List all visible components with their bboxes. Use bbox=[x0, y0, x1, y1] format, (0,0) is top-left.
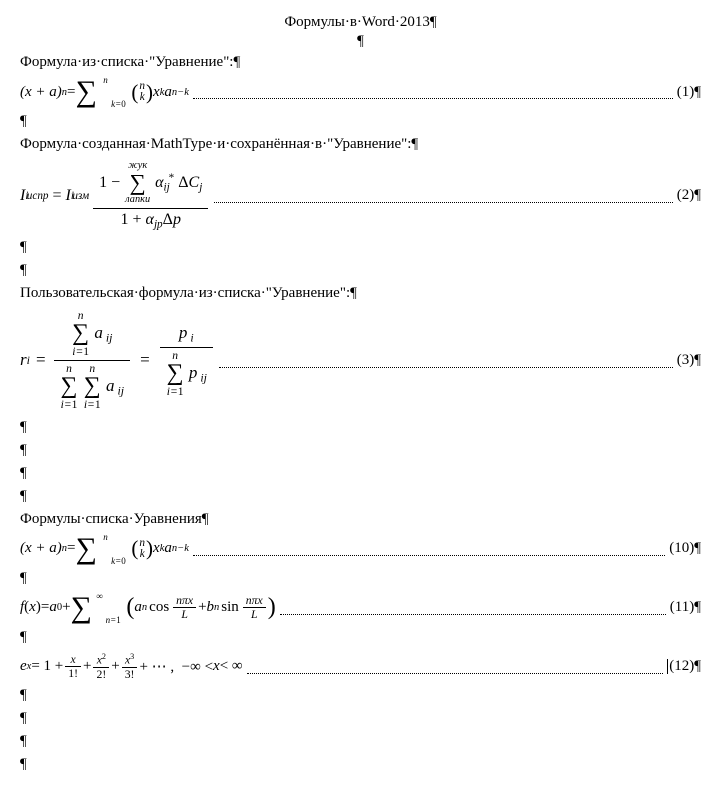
heading-eq-from-list: Формула·из·списка·"Уравнение":¶ bbox=[20, 52, 701, 73]
equation-3: r i = n ∑ i=1 a ij n ∑ i=1 n ∑ bbox=[20, 308, 215, 413]
equation-3-row: r i = n ∑ i=1 a ij n ∑ i=1 n ∑ bbox=[20, 308, 701, 413]
blank-para: ¶ bbox=[20, 260, 701, 281]
blank-para: ¶ bbox=[20, 111, 701, 132]
blank-para: ¶ bbox=[20, 627, 701, 648]
equation-10-row: (x + a)n = ∑ n k=0 ( nk ) xkan−k (10)¶ bbox=[20, 534, 701, 564]
equation-2-number: (2)¶ bbox=[677, 187, 701, 204]
equation-2: Iiиспр = Iiизм 1 − жук ∑ лапки αij* ΔCj … bbox=[20, 159, 210, 233]
equation-12-row: ex = 1 + x1! + x22! + x33! + ⋯ , −∞ < x … bbox=[20, 652, 701, 681]
blank-para: ¶ bbox=[20, 463, 701, 484]
tab-leader bbox=[247, 659, 664, 674]
blank-para: ¶ bbox=[20, 440, 701, 461]
heading-mathtype: Формула·созданная·MathType·и·сохранённая… bbox=[20, 134, 701, 155]
heading-formulas-list: Формулы·списка·Уравнения¶ bbox=[20, 509, 701, 530]
equation-10: (x + a)n = ∑ n k=0 ( nk ) xkan−k bbox=[20, 534, 189, 564]
blank-para: ¶ bbox=[20, 417, 701, 438]
doc-title: Формулы·в·Word·2013¶ bbox=[20, 14, 701, 31]
tab-leader bbox=[219, 353, 673, 368]
equation-3-number: (3)¶ bbox=[677, 352, 701, 369]
blank-para: ¶ bbox=[20, 568, 701, 589]
equation-11-row: f(x) = a0 + ∑ ∞ n=1 ( ancos nπx L + bnsi… bbox=[20, 593, 701, 623]
blank-para: ¶ bbox=[20, 685, 701, 706]
equation-1-row: (x + a)n = ∑ n k=0 ( nk ) xkan−k (1)¶ bbox=[20, 77, 701, 107]
tab-leader bbox=[214, 189, 672, 204]
equation-1: (x + a)n = ∑ n k=0 ( nk ) xkan−k bbox=[20, 77, 189, 107]
heading-user-formula: Пользовательская·формула·из·списка·"Урав… bbox=[20, 283, 701, 304]
blank-para: ¶ bbox=[20, 237, 701, 258]
blank-para: ¶ bbox=[20, 486, 701, 507]
blank-para: ¶ bbox=[20, 708, 701, 729]
tab-leader bbox=[280, 601, 666, 616]
equation-12-number-text: (12)¶ bbox=[669, 658, 701, 674]
equation-12: ex = 1 + x1! + x22! + x33! + ⋯ , −∞ < x … bbox=[20, 652, 243, 681]
equation-10-number: (10)¶ bbox=[669, 540, 701, 557]
blank-para-center: ¶ bbox=[20, 33, 701, 50]
equation-2-row: Iiиспр = Iiизм 1 − жук ∑ лапки αij* ΔCj … bbox=[20, 159, 701, 233]
tab-leader bbox=[193, 85, 673, 100]
tab-leader bbox=[193, 542, 665, 557]
equation-11: f(x) = a0 + ∑ ∞ n=1 ( ancos nπx L + bnsi… bbox=[20, 593, 276, 623]
equation-1-number: (1)¶ bbox=[677, 84, 701, 101]
blank-para: ¶ bbox=[20, 731, 701, 752]
equation-11-number: (11)¶ bbox=[670, 599, 701, 616]
equation-12-number: (12)¶ bbox=[667, 658, 701, 675]
blank-para: ¶ bbox=[20, 754, 701, 775]
